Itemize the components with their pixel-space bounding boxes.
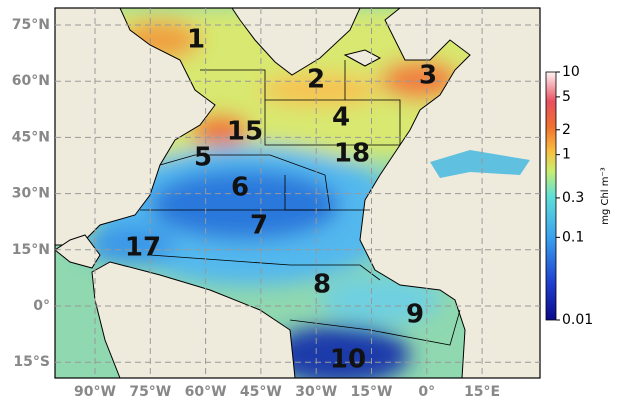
region-label: 15 (227, 117, 263, 147)
lon-label: 75°W (129, 384, 171, 400)
map-area (55, 8, 540, 378)
lon-label: 30°W (295, 384, 337, 400)
lat-label: 0° (33, 298, 50, 314)
lat-label: 15°N (12, 242, 50, 258)
region-label: 4 (332, 103, 350, 133)
lat-label: 15°S (13, 354, 50, 370)
colorbar-tick-label: 0.1 (562, 229, 584, 245)
region-label: 17 (125, 233, 161, 263)
region-label: 18 (334, 139, 370, 169)
lat-label: 45°N (12, 129, 50, 145)
colorbar-tick-label: 0.01 (562, 312, 593, 328)
lat-label: 30°N (12, 186, 50, 202)
colorbar-tick-label: 5 (562, 89, 571, 105)
region-label: 3 (419, 61, 437, 91)
lat-label: 60°N (12, 73, 50, 89)
lon-label: 60°W (185, 384, 227, 400)
region-label: 8 (313, 270, 331, 300)
colorbar-tick-label: 0.3 (562, 190, 584, 206)
region-label: 1 (187, 25, 205, 55)
lon-label: 90°W (74, 384, 116, 400)
region-label: 6 (231, 173, 249, 203)
colorbar-label: mg Chl m⁻³ (600, 167, 611, 225)
region-label: 9 (406, 300, 424, 330)
mediterranean (430, 150, 530, 178)
lon-label: 15°E (464, 384, 500, 400)
lat-label: 75°N (12, 17, 50, 33)
lon-label: 0° (418, 384, 435, 400)
region-label: 5 (194, 143, 212, 173)
region-label: 2 (307, 65, 325, 95)
region-label: 7 (250, 211, 268, 241)
colorbar-tick-label: 10 (562, 64, 580, 80)
colorbar-tick-label: 2 (562, 122, 571, 138)
lon-label: 15°W (351, 384, 393, 400)
map-frame (54, 7, 541, 379)
colorbar-tick-label: 1 (562, 147, 571, 163)
colorbar (545, 71, 557, 321)
province-boundaries (140, 60, 461, 346)
lon-label: 45°W (240, 384, 282, 400)
region-label: 10 (330, 345, 366, 375)
